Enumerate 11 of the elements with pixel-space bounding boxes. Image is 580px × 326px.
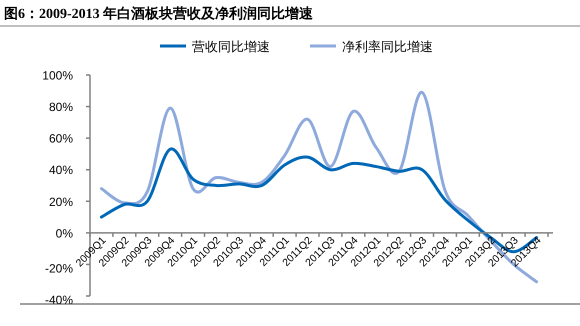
y-tick-label: 80% [48, 100, 74, 114]
y-tick-label: 40% [48, 163, 74, 178]
y-tick-label: 0% [56, 226, 74, 240]
y-tick-label: 20% [48, 194, 74, 209]
y-tick-label: -40% [44, 293, 74, 307]
y-tick-label: 60% [48, 132, 74, 146]
chart-title: 图6：2009-2013 年白酒板块营收及净利润同比增速 [4, 5, 314, 22]
y-tick-label: 100% [42, 68, 74, 82]
y-tick-label: -20% [44, 261, 74, 276]
legend-label: 营收同比增速 [192, 39, 270, 54]
legend-label: 净利率同比增速 [342, 39, 433, 54]
